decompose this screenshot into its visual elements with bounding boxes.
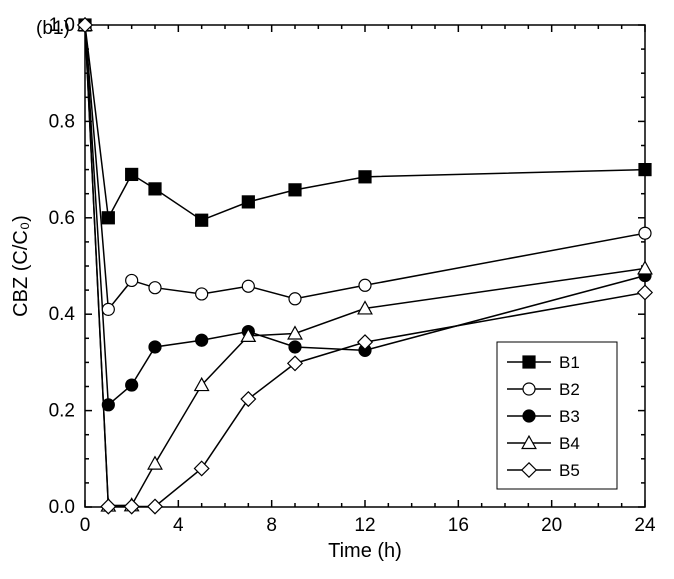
legend: B1 B2 B3 B4 B5 [497,342,617,489]
y-tick-label: 0.0 [49,497,75,518]
legend-label: B1 [559,353,580,372]
marker-square-solid [289,184,301,196]
marker-square-solid [242,196,254,208]
marker-square-solid [639,164,651,176]
marker-square-solid [102,212,114,224]
y-tick-label: 0.6 [49,208,75,229]
panel-label: (b1) [36,18,70,39]
marker-circle-open [242,280,254,292]
marker-square-solid [196,214,208,226]
x-tick-label: 4 [173,515,184,536]
x-axis-label: Time (h) [328,540,402,562]
marker-circle-open [359,279,371,291]
marker-circle-open [639,227,651,239]
marker-circle-solid [523,410,535,422]
marker-circle-solid [196,334,208,346]
y-tick-label: 0.4 [49,304,76,325]
legend-label: B4 [559,434,580,453]
marker-circle-open [196,288,208,300]
x-tick-label: 16 [448,515,469,536]
y-tick-label: 0.8 [49,111,75,132]
marker-circle-open [149,282,161,294]
legend-label: B2 [559,380,580,399]
y-tick-label: 0.2 [49,401,75,422]
marker-square-solid [523,356,535,368]
x-tick-label: 24 [634,515,656,536]
y-axis-label: CBZ (C/C₀) [10,215,32,317]
marker-circle-solid [126,379,138,391]
marker-circle-open [102,303,114,315]
marker-circle-solid [149,341,161,353]
legend-label: B3 [559,407,580,426]
marker-circle-open [523,383,535,395]
marker-circle-open [126,274,138,286]
x-tick-label: 8 [266,515,277,536]
marker-circle-solid [102,399,114,411]
x-tick-label: 12 [354,515,375,536]
marker-square-solid [126,168,138,180]
marker-square-solid [359,171,371,183]
marker-circle-open [289,293,301,305]
x-tick-label: 0 [80,515,91,536]
x-tick-label: 20 [541,515,562,536]
marker-circle-solid [289,341,301,353]
legend-label: B5 [559,461,580,480]
marker-square-solid [149,183,161,195]
